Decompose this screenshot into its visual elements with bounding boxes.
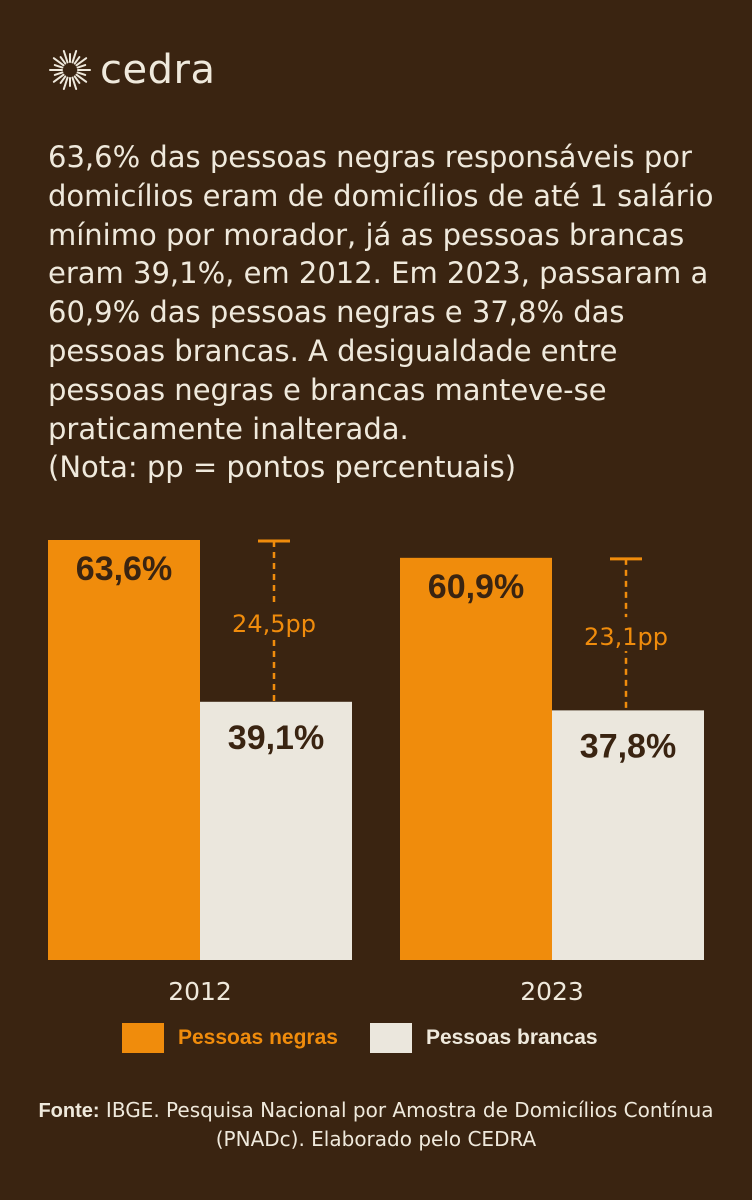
sun-burst-icon xyxy=(49,49,91,91)
logo-ray xyxy=(76,71,87,76)
bar-brancas-2023 xyxy=(552,710,704,960)
logo-ray xyxy=(53,64,64,69)
logo-ray xyxy=(59,56,67,65)
logo-ray xyxy=(62,76,69,91)
gap-label-bg-2012 xyxy=(224,603,324,638)
bar-brancas-2012 xyxy=(200,701,352,960)
brand-name: cedra xyxy=(100,47,216,93)
logo-ray xyxy=(75,57,88,67)
gap-label-2023: 23,1pp xyxy=(584,623,668,651)
data-label-negras-2023: 60,9% xyxy=(428,568,524,606)
logo-ray xyxy=(73,75,81,84)
legend-item-negras: Pessoas negras xyxy=(122,1023,338,1053)
gap-label-bg-2023 xyxy=(576,617,676,652)
legend-label-negras: Pessoas negras xyxy=(178,1026,338,1049)
legend-swatch-brancas xyxy=(369,1023,412,1053)
logo-ray xyxy=(52,57,65,67)
brand-header: cedra xyxy=(48,44,215,96)
logo-ray xyxy=(52,73,65,83)
data-label-brancas-2023: 37,8% xyxy=(580,727,676,765)
logo-ray xyxy=(53,71,64,76)
source-note: Fonte: IBGE. Pesquisa Nacional por Amost… xyxy=(30,1096,722,1153)
logo-ray xyxy=(75,73,88,83)
bar-negras-2023 xyxy=(400,557,552,960)
bar-chart: 63,6% 39,1% 24,5pp 2012 60,9% 37,8% 23,1pp 2023 xyxy=(48,539,704,1006)
x-tick-label-2023: 2023 xyxy=(520,977,584,1006)
logo-ray xyxy=(71,76,78,91)
data-label-negras-2012: 63,6% xyxy=(76,550,172,588)
chart-legend: Pessoas negras Pessoas brancas xyxy=(122,1023,598,1053)
source-text: IBGE. Pesquisa Nacional por Amostra de D… xyxy=(99,1098,714,1151)
logo-ray xyxy=(76,64,87,69)
x-tick-label-2012: 2012 xyxy=(168,977,232,1006)
logo-ray xyxy=(62,49,69,64)
legend-swatch-negras xyxy=(122,1023,164,1053)
logo-ray xyxy=(59,75,67,84)
data-label-brancas-2012: 39,1% xyxy=(228,719,324,757)
intro-paragraph: 63,6% das pessoas negras responsáveis po… xyxy=(48,140,714,485)
logo-ray xyxy=(73,56,81,65)
legend-item-brancas: Pessoas brancas xyxy=(369,1023,598,1053)
logo-ray xyxy=(71,49,78,64)
legend-label-brancas: Pessoas brancas xyxy=(425,1026,598,1049)
source-prefix: Fonte: xyxy=(38,1100,100,1122)
gap-label-2012: 24,5pp xyxy=(232,610,316,638)
bar-negras-2012 xyxy=(48,540,200,960)
